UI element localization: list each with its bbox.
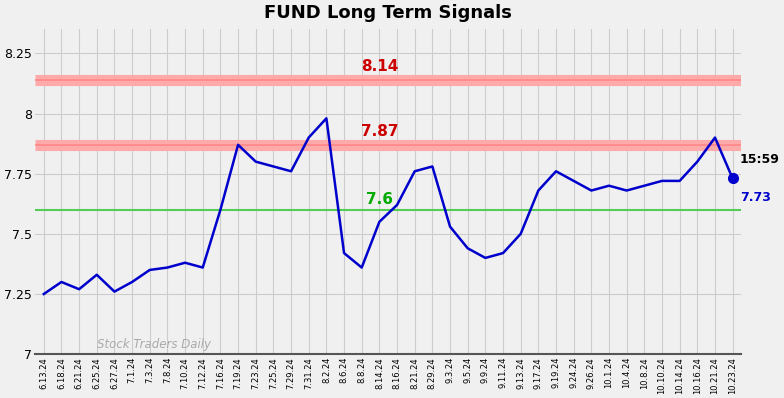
Title: FUND Long Term Signals: FUND Long Term Signals <box>264 4 512 22</box>
Text: 7.6: 7.6 <box>366 192 393 207</box>
Text: 7.73: 7.73 <box>740 191 771 203</box>
Text: 7.87: 7.87 <box>361 125 398 139</box>
Text: 15:59: 15:59 <box>740 154 779 166</box>
Text: 8.14: 8.14 <box>361 59 398 74</box>
Text: Stock Traders Daily: Stock Traders Daily <box>96 338 211 351</box>
